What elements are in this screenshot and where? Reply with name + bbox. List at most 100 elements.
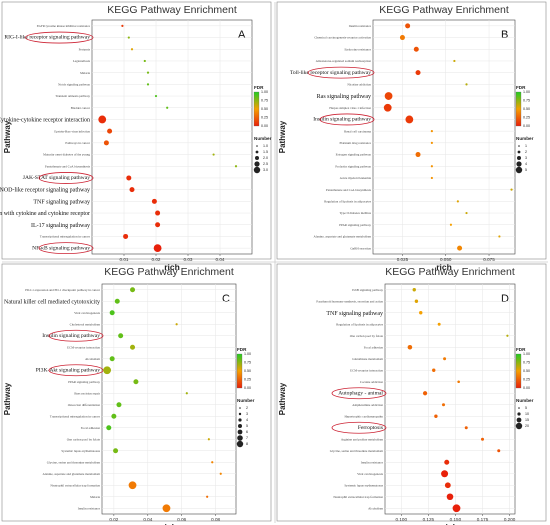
- data-point: [432, 368, 436, 372]
- pathway-label: One carbon pool by folate: [67, 437, 101, 441]
- size-legend-dot: [256, 145, 258, 147]
- data-point: [405, 23, 411, 29]
- data-point: [414, 299, 419, 303]
- pathway-label: Insulin signaling pathway: [313, 117, 371, 123]
- fdr-tick-label: 0.00: [523, 386, 530, 390]
- pathway-label: PI3K-Akt signaling pathway: [36, 367, 101, 373]
- highlight-ellipse: [48, 329, 104, 342]
- pathway-label: Regulation of lipolysis in adipocytes: [324, 199, 372, 203]
- data-point: [407, 344, 413, 350]
- data-point: [457, 380, 460, 384]
- x-tick-label: 0.125: [423, 517, 435, 522]
- fdr-legend-title: FDR: [516, 347, 526, 352]
- y-axis-label: Pathway: [3, 382, 12, 415]
- panel-title: KEGG Pathway Enrichment: [107, 4, 237, 16]
- panel-border: [276, 263, 547, 522]
- data-point: [497, 449, 501, 453]
- size-legend-dot: [517, 150, 521, 154]
- data-point: [506, 334, 509, 337]
- fdr-tick-label: 0.25: [523, 116, 530, 120]
- pathway-label: TNF signaling pathway: [33, 199, 90, 205]
- data-point: [422, 391, 428, 396]
- pathway-label: Insulin resistance: [78, 506, 101, 510]
- size-legend-label: 1: [525, 144, 527, 148]
- data-point: [116, 402, 122, 408]
- data-point: [481, 437, 484, 441]
- data-point: [107, 128, 113, 134]
- data-point: [211, 461, 214, 464]
- data-point: [126, 175, 132, 181]
- fdr-colorbar: [515, 353, 522, 389]
- data-point: [175, 323, 178, 326]
- pathway-label: ECM-receptor interaction: [67, 345, 100, 349]
- fdr-tick-label: 0.50: [244, 369, 251, 373]
- data-point: [457, 245, 463, 251]
- data-point: [106, 425, 112, 431]
- fdr-tick-label: 0.25: [523, 378, 530, 382]
- size-legend-label: 5: [246, 424, 248, 428]
- fdr-tick-label: 0.25: [261, 116, 268, 120]
- data-point: [405, 115, 414, 124]
- pathway-label: NF-κB signaling pathway: [32, 245, 90, 251]
- fdr-tick-label: 0.75: [523, 361, 530, 365]
- x-tick-label: 0.050: [440, 257, 452, 262]
- chart-panel-a: KEGG Pathway Enrichment A 0.01 0.02 0.03 0.04…: [0, 1, 272, 272]
- panel-letter: A: [238, 29, 246, 41]
- data-point: [456, 200, 459, 203]
- x-axis-label: rich: [436, 262, 452, 272]
- x-tick-label: 0.04: [216, 257, 225, 262]
- size-legend-dot: [517, 412, 521, 416]
- pathway-label: Ras signaling pathway: [317, 94, 371, 100]
- pathway-label: Pantothenate and CoA biosynthesis: [326, 188, 372, 192]
- size-legend-dot: [517, 156, 521, 160]
- fdr-colorbar: [515, 91, 522, 127]
- pathway-label: Alanine, aspartate and glutamate metabol…: [43, 472, 101, 477]
- data-point: [430, 176, 433, 180]
- data-point: [109, 310, 115, 316]
- pathway-label: Herpes simplex virus 1 infection: [329, 106, 371, 110]
- data-point: [444, 482, 451, 489]
- size-legend-label: 5: [525, 168, 527, 172]
- fdr-colorbar: [236, 353, 243, 389]
- y-axis-label: Pathway: [278, 382, 287, 415]
- data-point: [166, 106, 169, 109]
- highlight-ellipse: [48, 364, 104, 377]
- data-point: [146, 83, 150, 86]
- pathway-label: Notch signaling pathway: [58, 82, 90, 86]
- fdr-tick-label: 1.00: [523, 90, 530, 94]
- pathway-label: Acute myeloid leukemia: [340, 176, 372, 180]
- pathway-label: Focal adhesion: [364, 345, 384, 349]
- x-tick-label: 0.02: [109, 517, 118, 522]
- size-legend-label: 20: [525, 424, 529, 428]
- size-legend-dot: [237, 435, 243, 441]
- size-legend-label: 4: [246, 418, 248, 422]
- pathway-label: Cytokine-cytokine receptor interaction: [0, 117, 90, 123]
- data-point: [452, 504, 461, 513]
- data-point: [399, 35, 405, 41]
- size-legend-title: Number: [516, 398, 534, 403]
- data-point: [441, 470, 449, 478]
- x-tick-label: 0.100: [396, 517, 408, 522]
- fdr-tick-label: 0.00: [244, 386, 251, 390]
- data-point: [413, 46, 419, 52]
- size-legend-label: 1.0: [263, 144, 268, 148]
- data-point: [206, 495, 209, 498]
- pathway-label: Transcriptional misregulation in cancer: [40, 235, 91, 239]
- fdr-tick-label: 0.50: [261, 107, 268, 111]
- data-point: [130, 344, 136, 350]
- fdr-legend-title: FDR: [516, 85, 526, 90]
- pathway-label: One carbon pool by folate: [350, 334, 384, 338]
- plot-area: [91, 19, 253, 255]
- x-tick-label: 0.08: [211, 517, 220, 522]
- data-point: [154, 94, 158, 98]
- size-legend-dot: [515, 166, 523, 174]
- chart-panel-b: KEGG Pathway Enrichment B 0.025 0.050 0.075 r…: [276, 1, 547, 272]
- fdr-legend-title: FDR: [237, 347, 247, 352]
- data-point: [465, 211, 468, 215]
- size-legend-dot: [516, 161, 522, 167]
- pathway-label: Arginine and proline metabolism: [341, 437, 384, 441]
- highlight-ellipse: [307, 66, 375, 79]
- highlight-ellipse: [25, 31, 94, 44]
- size-legend-title: Number: [237, 398, 255, 403]
- pathway-label: Glycine, serine and threonine metabolism: [47, 460, 101, 465]
